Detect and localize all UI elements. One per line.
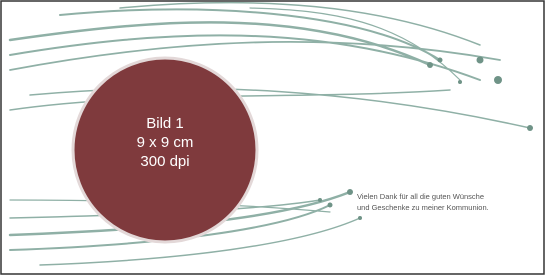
- placeholder-line: 300 dpi: [140, 153, 189, 170]
- placeholder-line: Bild 1: [146, 115, 184, 132]
- message-line: Vielen Dank für all die guten Wünsche: [357, 192, 484, 201]
- card: Bild 1 9 x 9 cm 300 dpi Vielen Dank für …: [0, 0, 545, 275]
- card-art: Bild 1 9 x 9 cm 300 dpi Vielen Dank für …: [0, 0, 545, 275]
- message-line: und Geschenke zu meiner Kommunion.: [357, 203, 489, 212]
- placeholder-line: 9 x 9 cm: [137, 134, 194, 151]
